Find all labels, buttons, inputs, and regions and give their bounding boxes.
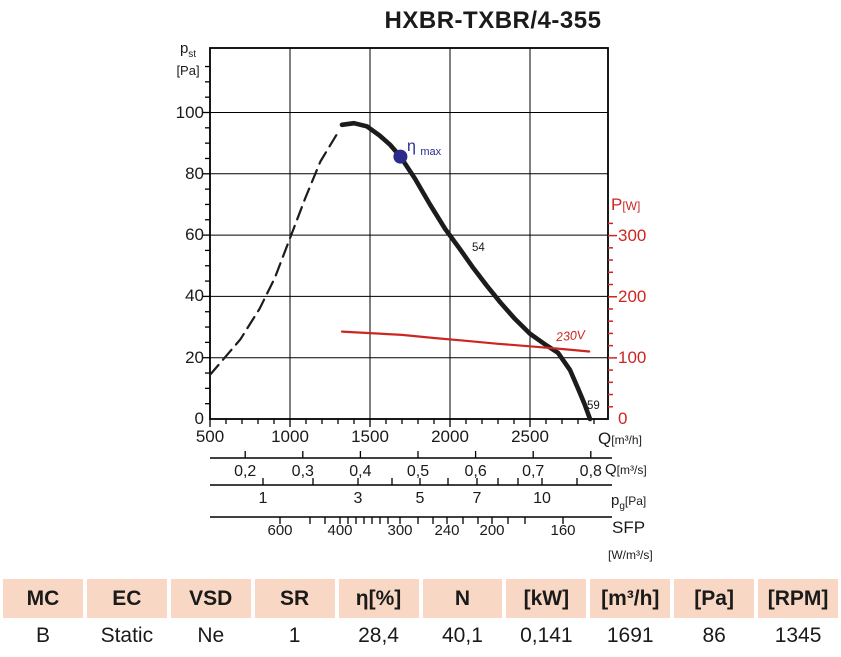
- y-axis-tick-label: 20: [185, 347, 204, 367]
- left-axis-unit-label: pst [Pa]: [166, 41, 210, 79]
- plot-frame: [209, 47, 609, 420]
- table-value-eta: 28,4: [338, 620, 419, 652]
- flow-m3s-scale-tick-label: 0,3: [291, 463, 314, 480]
- curve-annotation-54: 54: [472, 242, 485, 254]
- table-value-sr: 1: [254, 620, 335, 652]
- pg-unit: [Pa]: [624, 494, 647, 508]
- power-axis-unit-label: P[W]: [611, 195, 640, 215]
- table-header-pa: [Pa]: [674, 579, 755, 618]
- dynamic-pressure-scale-tick-label: 3: [353, 490, 363, 507]
- flow-m3s-scale-tick-label: 0,2: [234, 463, 257, 480]
- power-axis-unit: [W]: [622, 199, 641, 213]
- table-header-mc: MC: [3, 579, 83, 618]
- table-header-n: N: [422, 579, 503, 618]
- power-curve-230v: [340, 330, 591, 353]
- flow-m3s-scale-tick-label: 0,6: [464, 463, 487, 480]
- sfp-scale-tick-label: 200: [479, 522, 505, 539]
- flow-m3s-unit: [m³/s]: [616, 463, 647, 477]
- table-header-sr: SR: [254, 579, 335, 618]
- table-value-m3h: 1691: [590, 620, 671, 652]
- table-header-kw: [kW]: [506, 579, 587, 618]
- sfp-scale-unit: [W/m³/s]: [608, 546, 653, 564]
- x-axis-unit-label: Q[m³/h]: [598, 429, 642, 449]
- table-header-m3h: [m³/h]: [590, 579, 671, 618]
- dynamic-pressure-scale-tick-label: 7: [472, 490, 482, 507]
- table-value-vsd: Ne: [170, 620, 251, 652]
- sfp-scale-tick-label: 240: [434, 522, 460, 539]
- table-value-mc: B: [3, 620, 83, 652]
- chart-title: HXBR-TXBR/4-355: [384, 7, 602, 34]
- dynamic-pressure-scale-label: pg[Pa]: [611, 492, 646, 512]
- table-value-rpm: 1345: [758, 620, 838, 652]
- flow-m3s-scale-tick-label: 0,7: [522, 463, 545, 480]
- x-axis-symbol: Q: [598, 429, 612, 448]
- x-axis-tick-label: 1500: [351, 427, 389, 446]
- dynamic-pressure-scale-tick-label: 10: [533, 490, 551, 507]
- p-axis-tick-label: 100: [618, 347, 647, 367]
- pressure-curve-solid: [339, 120, 593, 422]
- flow-m3s-scale-tick-label: 0,4: [349, 463, 372, 480]
- p-axis-tick-label: 200: [618, 286, 647, 306]
- table-value-pa: 86: [674, 620, 755, 652]
- performance-table: MC EC VSD SR η[%] N [kW] [m³/h] [Pa] [RP…: [3, 579, 838, 652]
- table-header-rpm: [RPM]: [758, 579, 838, 618]
- x-axis-tick-label: 2000: [431, 427, 469, 446]
- sfp-symbol: SFP: [612, 518, 646, 537]
- pst-subscript: st: [188, 49, 197, 61]
- sfp-scale-tick-label: 300: [387, 522, 413, 539]
- pst-unit: [Pa]: [176, 63, 200, 79]
- sfp-scale-label: SFP: [612, 518, 645, 538]
- chart-canvas: [202, 47, 617, 524]
- sfp-scale-tick-label: 160: [550, 522, 576, 539]
- table-value-kw: 0,141: [506, 620, 587, 652]
- flow-m3s-scale-tick-label: 0,5: [406, 463, 430, 480]
- y-axis-tick-label: 100: [175, 102, 204, 122]
- eta-max-label: η max: [407, 138, 441, 158]
- y-axis-tick-label: 60: [185, 225, 204, 245]
- p-axis-tick-label: 0: [618, 409, 628, 428]
- x-axis-tick-label: 500: [195, 427, 225, 446]
- sfp-scale-tick-label: 600: [267, 522, 293, 539]
- table-header-vsd: VSD: [170, 579, 251, 618]
- y-axis-tick-label: 40: [185, 286, 204, 306]
- dynamic-pressure-scale-tick-label: 5: [415, 490, 425, 507]
- sfp-scale-tick-label: 400: [327, 522, 353, 539]
- table-value-n: 40,1: [422, 620, 503, 652]
- p-axis-tick-label: 300: [618, 225, 647, 245]
- table-header-ec: EC: [86, 579, 167, 618]
- pg-subscript: g: [619, 501, 625, 513]
- eta-max-subscript: max: [420, 146, 442, 159]
- table-header-eta: η[%]: [338, 579, 419, 618]
- flow-m3s-scale-label: Q[m³/s]: [605, 461, 647, 479]
- x-axis-unit: [m³/h]: [611, 433, 642, 447]
- power-axis-symbol: P: [611, 195, 623, 214]
- eta-max-point: [393, 149, 408, 164]
- curve-annotation-59: 59: [587, 400, 600, 412]
- flow-m3s-scale-tick-label: 0,8: [579, 463, 602, 480]
- x-axis-tick-label: 2500: [511, 427, 549, 446]
- pressure-curve-dashed: [208, 131, 340, 376]
- dynamic-pressure-scale-tick-label: 1: [258, 490, 268, 507]
- y-axis-tick-label: 0: [194, 409, 204, 428]
- pg-symbol: p: [611, 492, 620, 509]
- flow-m3s-symbol: Q: [605, 461, 617, 478]
- table-value-ec: Static: [86, 620, 167, 652]
- y-axis-tick-label: 80: [185, 163, 204, 183]
- pst-symbol: p: [179, 40, 189, 57]
- eta-symbol: η: [407, 138, 416, 155]
- x-axis-tick-label: 1000: [271, 427, 309, 446]
- sfp-unit: [W/m³/s]: [608, 548, 653, 562]
- curve-annotation-230v: 230V: [555, 327, 586, 345]
